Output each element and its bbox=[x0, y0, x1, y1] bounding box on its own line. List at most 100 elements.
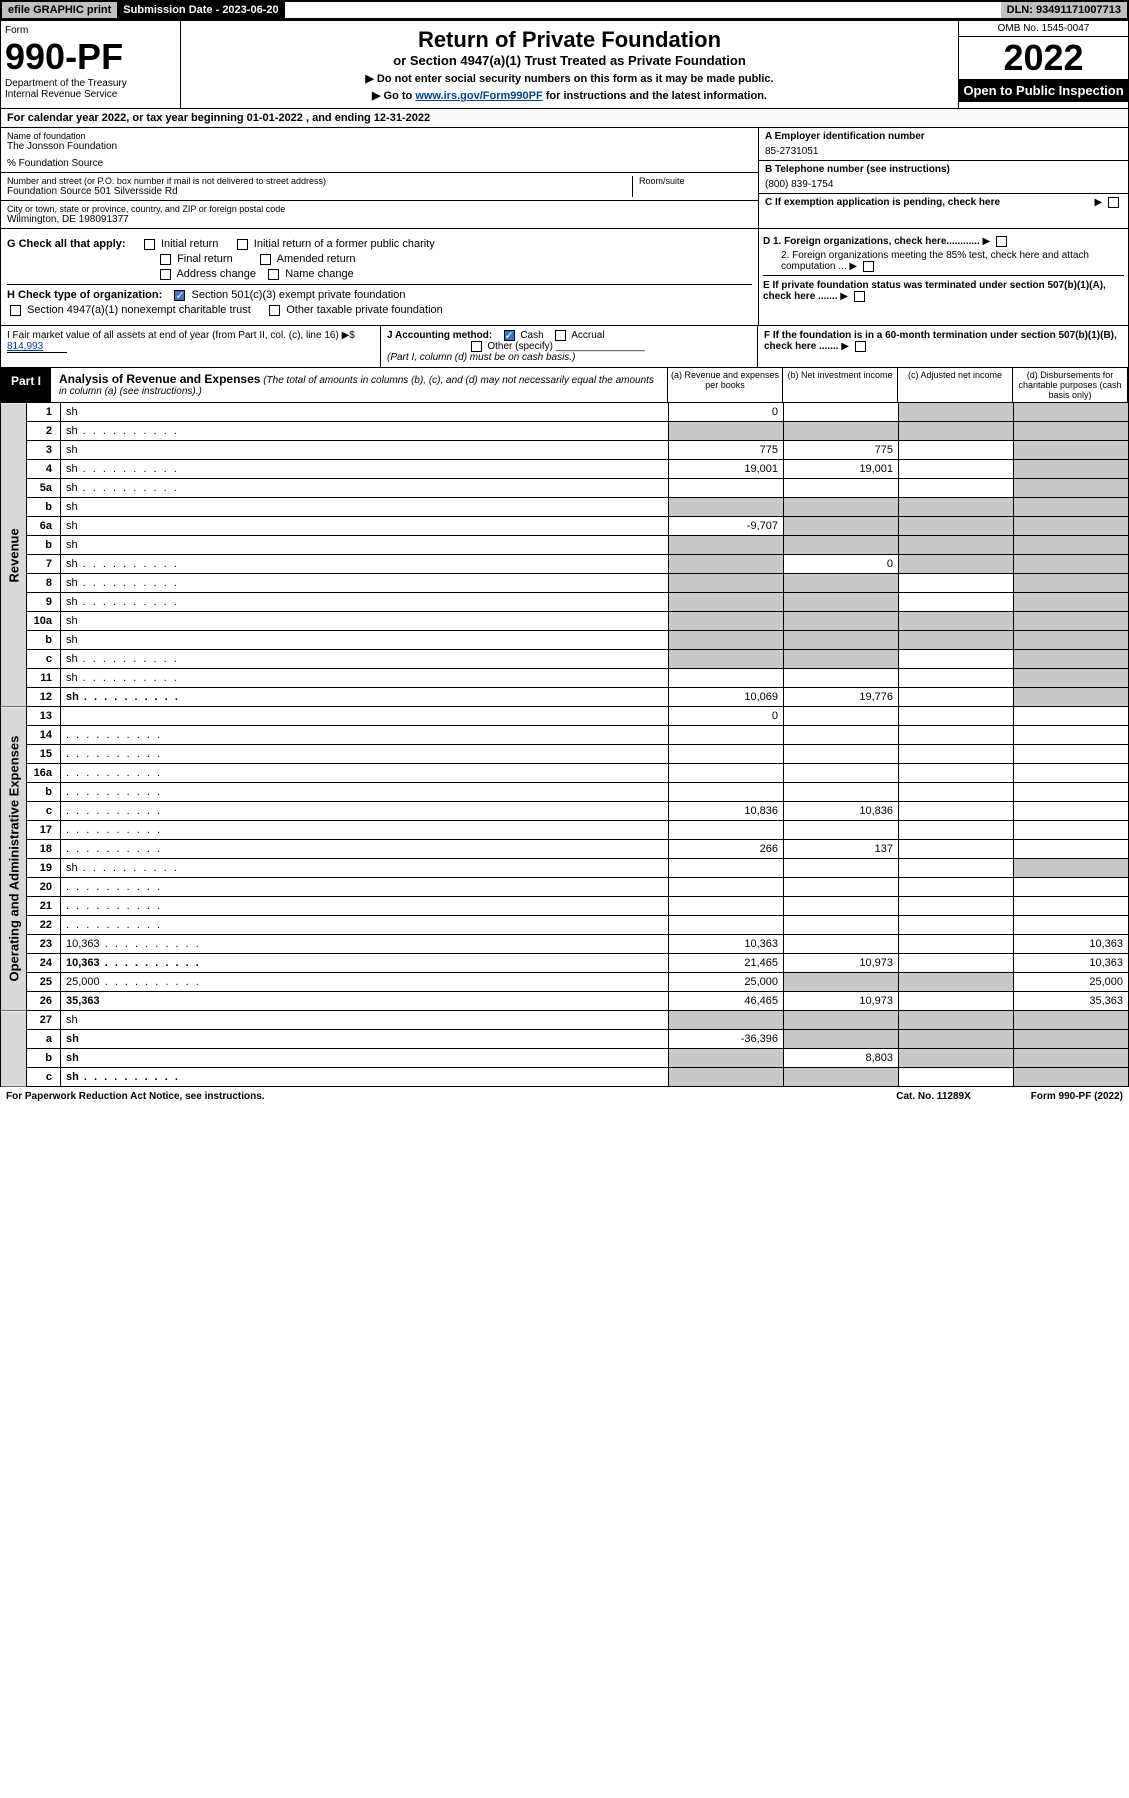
table-row: Operating and Administrative Expenses130 bbox=[1, 707, 1129, 726]
final-return-checkbox[interactable] bbox=[160, 254, 171, 265]
table-row: 10ash bbox=[1, 612, 1129, 631]
cell-value bbox=[784, 479, 899, 498]
ein-label: A Employer identification number bbox=[765, 131, 1122, 142]
form-link[interactable]: www.irs.gov/Form990PF bbox=[415, 90, 542, 102]
table-row: 14 bbox=[1, 726, 1129, 745]
cell-shaded bbox=[899, 631, 1014, 650]
line-description: 10,363 bbox=[61, 954, 669, 973]
table-row: b bbox=[1, 783, 1129, 802]
cell-value: 137 bbox=[784, 840, 899, 859]
initial-public-checkbox[interactable] bbox=[237, 239, 248, 250]
cash-checkbox[interactable] bbox=[504, 330, 515, 341]
cell-shaded bbox=[1014, 1011, 1129, 1030]
cell-shaded bbox=[899, 973, 1014, 992]
d2-label: 2. Foreign organizations meeting the 85%… bbox=[781, 250, 1089, 272]
accrual-checkbox[interactable] bbox=[555, 330, 566, 341]
4947-checkbox[interactable] bbox=[10, 305, 21, 316]
cell-value: 46,465 bbox=[669, 992, 784, 1011]
street-address: Foundation Source 501 Silversside Rd bbox=[7, 186, 632, 197]
table-row: Revenue1sh0 bbox=[1, 403, 1129, 422]
cell-shaded bbox=[1014, 1030, 1129, 1049]
part1-title: Analysis of Revenue and Expenses bbox=[59, 372, 260, 386]
cell-value bbox=[899, 764, 1014, 783]
fmv-value[interactable]: 814,993 bbox=[7, 341, 67, 353]
table-row: 17 bbox=[1, 821, 1129, 840]
cell-value bbox=[899, 1068, 1014, 1087]
line-number: b bbox=[27, 498, 61, 517]
other-method-checkbox[interactable] bbox=[471, 341, 482, 352]
cell-shaded bbox=[669, 555, 784, 574]
address-change-checkbox[interactable] bbox=[160, 269, 171, 280]
cell-value bbox=[669, 821, 784, 840]
line-description: sh bbox=[61, 422, 669, 441]
cell-shaded bbox=[669, 1068, 784, 1087]
line-description bbox=[61, 897, 669, 916]
d1-checkbox[interactable] bbox=[996, 236, 1007, 247]
cell-shaded bbox=[899, 422, 1014, 441]
cell-value bbox=[899, 574, 1014, 593]
line-description: 10,363 bbox=[61, 935, 669, 954]
e-checkbox[interactable] bbox=[854, 291, 865, 302]
line-description: sh bbox=[61, 1068, 669, 1087]
c-checkbox[interactable] bbox=[1108, 197, 1119, 208]
cell-shaded bbox=[784, 593, 899, 612]
page-footer: For Paperwork Reduction Act Notice, see … bbox=[0, 1087, 1129, 1106]
cell-shaded bbox=[669, 498, 784, 517]
cell-value bbox=[784, 764, 899, 783]
form-number: 990-PF bbox=[5, 36, 176, 78]
cell-value bbox=[784, 783, 899, 802]
cell-value bbox=[669, 859, 784, 878]
initial-return-checkbox[interactable] bbox=[144, 239, 155, 250]
cell-value bbox=[899, 859, 1014, 878]
submission-date: Submission Date - 2023-06-20 bbox=[117, 2, 284, 18]
cell-shaded bbox=[1014, 612, 1129, 631]
line-description: sh bbox=[61, 631, 669, 650]
line-number: 8 bbox=[27, 574, 61, 593]
f-checkbox[interactable] bbox=[855, 341, 866, 352]
line-number: 6a bbox=[27, 517, 61, 536]
cell-value bbox=[669, 783, 784, 802]
cell-shaded bbox=[899, 517, 1014, 536]
cell-value bbox=[1014, 745, 1129, 764]
cell-value: 8,803 bbox=[784, 1049, 899, 1068]
cell-value bbox=[669, 897, 784, 916]
501c3-checkbox[interactable] bbox=[174, 290, 185, 301]
cell-shaded bbox=[784, 536, 899, 555]
d2-checkbox[interactable] bbox=[863, 261, 874, 272]
cell-shaded bbox=[899, 498, 1014, 517]
open-public: Open to Public Inspection bbox=[959, 79, 1128, 102]
line-number: b bbox=[27, 536, 61, 555]
cell-shaded bbox=[784, 517, 899, 536]
cell-shaded bbox=[669, 536, 784, 555]
cell-shaded bbox=[784, 1030, 899, 1049]
line-number: 9 bbox=[27, 593, 61, 612]
cell-shaded bbox=[669, 650, 784, 669]
cell-value bbox=[1014, 878, 1129, 897]
cell-value: 775 bbox=[669, 441, 784, 460]
table-row: 2635,36346,46510,97335,363 bbox=[1, 992, 1129, 1011]
cell-value bbox=[899, 878, 1014, 897]
line-description: sh bbox=[61, 688, 669, 707]
line-number: 15 bbox=[27, 745, 61, 764]
name-change-checkbox[interactable] bbox=[268, 269, 279, 280]
table-row: bsh bbox=[1, 536, 1129, 555]
table-row: c10,83610,836 bbox=[1, 802, 1129, 821]
table-row: 27sh bbox=[1, 1011, 1129, 1030]
cell-shaded bbox=[899, 555, 1014, 574]
ij-block: I Fair market value of all assets at end… bbox=[0, 326, 1129, 368]
table-row: 4sh19,00119,001 bbox=[1, 460, 1129, 479]
line-description bbox=[61, 783, 669, 802]
line-number: 21 bbox=[27, 897, 61, 916]
other-taxable-checkbox[interactable] bbox=[269, 305, 280, 316]
cell-shaded bbox=[784, 422, 899, 441]
cell-value bbox=[784, 726, 899, 745]
city-label: City or town, state or province, country… bbox=[7, 204, 752, 214]
info-block: Name of foundation The Jonsson Foundatio… bbox=[0, 128, 1129, 229]
col-d-header: (d) Disbursements for charitable purpose… bbox=[1013, 368, 1128, 402]
cell-shaded bbox=[1014, 555, 1129, 574]
room-label: Room/suite bbox=[639, 176, 752, 186]
cell-value bbox=[784, 707, 899, 726]
cell-value bbox=[899, 669, 1014, 688]
line-number: b bbox=[27, 1049, 61, 1068]
amended-return-checkbox[interactable] bbox=[260, 254, 271, 265]
